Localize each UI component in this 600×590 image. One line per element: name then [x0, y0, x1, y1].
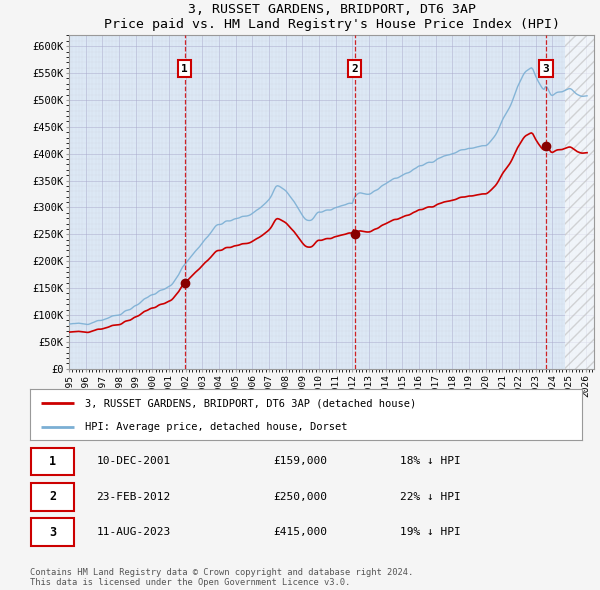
- Text: £415,000: £415,000: [273, 527, 327, 537]
- Text: HPI: Average price, detached house, Dorset: HPI: Average price, detached house, Dors…: [85, 422, 348, 432]
- Text: 3: 3: [542, 64, 549, 74]
- Text: £159,000: £159,000: [273, 457, 327, 466]
- Title: 3, RUSSET GARDENS, BRIDPORT, DT6 3AP
Price paid vs. HM Land Registry's House Pri: 3, RUSSET GARDENS, BRIDPORT, DT6 3AP Pri…: [104, 4, 560, 31]
- FancyBboxPatch shape: [31, 448, 74, 475]
- Text: 10-DEC-2001: 10-DEC-2001: [96, 457, 170, 466]
- Text: 3: 3: [49, 526, 56, 539]
- Bar: [355, 35, 546, 369]
- Text: Contains HM Land Registry data © Crown copyright and database right 2024.
This d: Contains HM Land Registry data © Crown c…: [30, 568, 413, 587]
- Text: 22% ↓ HPI: 22% ↓ HPI: [400, 492, 461, 502]
- FancyBboxPatch shape: [31, 483, 74, 510]
- Text: 18% ↓ HPI: 18% ↓ HPI: [400, 457, 461, 466]
- Text: 11-AUG-2023: 11-AUG-2023: [96, 527, 170, 537]
- Text: £250,000: £250,000: [273, 492, 327, 502]
- Bar: [185, 35, 355, 369]
- Text: 3, RUSSET GARDENS, BRIDPORT, DT6 3AP (detached house): 3, RUSSET GARDENS, BRIDPORT, DT6 3AP (de…: [85, 398, 416, 408]
- Text: 1: 1: [49, 455, 56, 468]
- Text: 1: 1: [181, 64, 188, 74]
- Text: 23-FEB-2012: 23-FEB-2012: [96, 492, 170, 502]
- Bar: [565, 35, 594, 369]
- FancyBboxPatch shape: [31, 519, 74, 546]
- Text: 19% ↓ HPI: 19% ↓ HPI: [400, 527, 461, 537]
- Text: 2: 2: [351, 64, 358, 74]
- Text: 2: 2: [49, 490, 56, 503]
